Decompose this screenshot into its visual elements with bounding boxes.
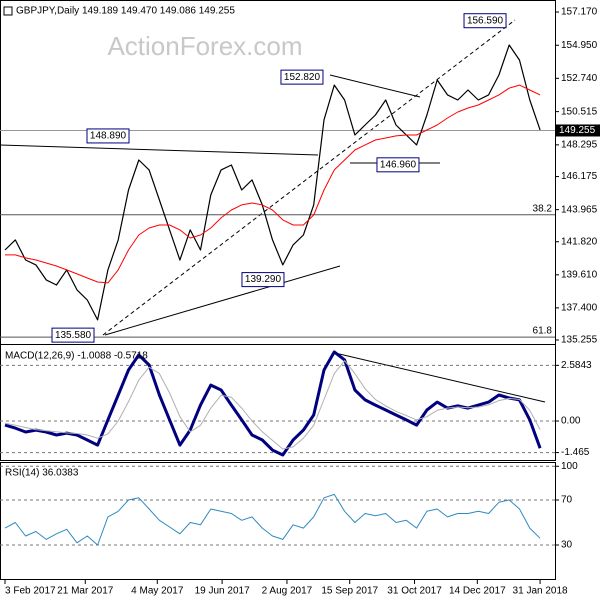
x-tick-label: 4 May 2017 — [131, 586, 184, 597]
y-tick-label: 135.255 — [561, 335, 598, 346]
y-tick-label: 139.610 — [561, 269, 598, 280]
panel-title: MACD(12,26,9) -1.0088 -0.5718 — [5, 351, 148, 362]
level-label: 61.8 — [533, 326, 553, 337]
chart-title: GBPJPY,Daily 149.189 149.470 149.086 149… — [16, 6, 235, 17]
annotation-label: 156.590 — [467, 15, 504, 26]
series-line — [5, 84, 541, 284]
trendline — [334, 352, 546, 403]
current-price-label: 149.255 — [559, 125, 596, 136]
trendline — [0, 144, 319, 156]
annotation-box — [86, 128, 130, 144]
trendlines — [0, 19, 546, 403]
y-tick-label: 0.00 — [561, 416, 581, 427]
title-icon — [3, 6, 13, 16]
trendline — [104, 265, 341, 336]
x-tick-label: 21 Mar 2017 — [57, 586, 114, 597]
x-tick-label: 14 Dec 2017 — [449, 586, 506, 597]
annotation-box — [241, 272, 285, 288]
x-tick-label: 19 Jun 2017 — [195, 586, 250, 597]
panels — [0, 0, 556, 580]
series-line — [4, 360, 541, 450]
y-tick-label: 150.515 — [561, 106, 598, 117]
annotation-label: 139.290 — [245, 274, 282, 285]
trendline — [329, 74, 421, 98]
series-line — [4, 493, 541, 546]
macd-panel — [0, 344, 556, 461]
x-tick-label: 2 Aug 2017 — [262, 586, 313, 597]
y-tick-label: 70 — [561, 495, 573, 506]
current-price-box — [556, 124, 600, 137]
y-tick-label: -1.465 — [561, 447, 590, 458]
annotation-box — [463, 13, 507, 29]
y-tick-label: 100 — [561, 461, 578, 472]
annotation-label: 135.580 — [55, 330, 92, 341]
watermark: ActionForex.com — [107, 31, 302, 61]
series-line — [4, 44, 541, 321]
y-tick-label: 154.950 — [561, 40, 598, 51]
y-tick-label: 30 — [561, 540, 573, 551]
level-label: 38.2 — [533, 203, 553, 214]
annotation-box — [280, 69, 324, 85]
x-tick-label: 3 Feb 2017 — [5, 586, 56, 597]
y-tick-label: 148.295 — [561, 139, 598, 150]
y-tick-label: 2.5843 — [561, 360, 592, 371]
trendline — [102, 19, 516, 336]
y-tick-label: 146.175 — [561, 171, 598, 182]
y-tick-label: 137.400 — [561, 303, 598, 314]
annotation-label: 152.820 — [284, 72, 321, 83]
y-tick-label: 152.740 — [561, 73, 598, 84]
annotation-box — [376, 157, 420, 173]
x-tick-label: 31 Oct 2017 — [387, 586, 442, 597]
annotation-label: 146.960 — [380, 159, 417, 170]
y-tick-label: 141.820 — [561, 236, 598, 247]
rsi-panel — [0, 462, 556, 580]
x-tick-label: 15 Sep 2017 — [321, 586, 378, 597]
annotation-box — [51, 327, 95, 343]
x-tick-label: 31 Jan 2018 — [513, 586, 568, 597]
annotation-label: 148.890 — [90, 131, 127, 142]
panel-title: RSI(14) 36.0383 — [5, 468, 79, 479]
y-tick-label: 157.170 — [561, 7, 598, 18]
y-tick-label: 143.965 — [561, 204, 598, 215]
